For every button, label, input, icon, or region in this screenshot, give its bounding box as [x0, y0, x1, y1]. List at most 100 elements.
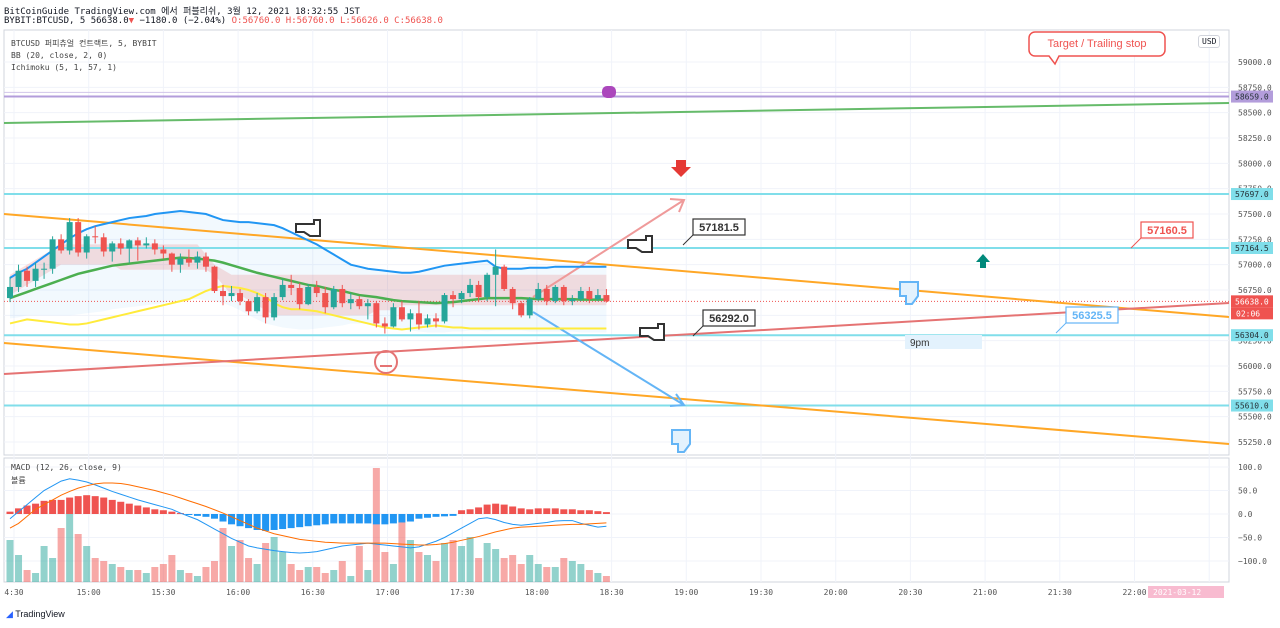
volume-bar: [577, 564, 585, 582]
macd-histogram-bar: [347, 514, 355, 524]
time-axis[interactable]: 4:30 15:00 15:30 16:00 16:30 17:00 17:30 18:00 1…: [4, 586, 1224, 598]
candle-body: [373, 303, 380, 324]
hand-down-icon: [899, 281, 919, 305]
volume-bar: [125, 570, 133, 582]
down-arrow-icon: ▼: [128, 16, 135, 26]
volume-bar: [100, 561, 108, 582]
legend-bb[interactable]: BB (20, close, 2, 0): [11, 51, 108, 60]
candle-body: [254, 297, 261, 312]
volume-bar: [449, 540, 457, 582]
macd-histogram-bar: [551, 508, 559, 514]
macd-histogram-bar: [108, 499, 116, 514]
candle-body: [381, 323, 388, 327]
candle-body: [330, 288, 337, 308]
legend-volume[interactable]: 볼륨: [11, 476, 26, 485]
price-note-57160-tail: [1130, 237, 1142, 249]
volume-bar: [304, 567, 312, 582]
candle-body: [160, 249, 167, 254]
volume-bar: [483, 543, 491, 582]
candle-body: [66, 222, 73, 251]
candle-body: [245, 301, 252, 312]
macd-pane-frame: [3, 457, 1230, 583]
macd-histogram-bar: [458, 510, 466, 514]
candle-body: [415, 313, 422, 325]
ohlc-values: O:56760.0 H:56760.0 L:56626.0 C:56638.0: [231, 16, 443, 26]
macd-histogram-bar: [23, 505, 31, 514]
macd-histogram-bar: [398, 514, 406, 523]
symbol-name[interactable]: BYBIT:BTCUSD, 5: [4, 16, 86, 26]
macd-histogram-bar: [602, 512, 610, 514]
macd-histogram-bar: [125, 503, 133, 514]
price-note-57181-text: 57181.5: [699, 222, 739, 234]
macd-histogram-bar: [142, 507, 150, 514]
macd-histogram-bar: [6, 511, 14, 514]
price-tick-label: 56750.0: [1238, 286, 1272, 295]
candle-body: [509, 288, 516, 304]
price-axis[interactable]: 55250.055500.055750.056000.056250.056500…: [1231, 58, 1273, 447]
macd-tick-label: 0.0: [1238, 510, 1253, 519]
macd-histogram-bar: [134, 505, 142, 514]
candle-body: [271, 297, 278, 318]
volume-bar: [15, 555, 23, 582]
volume-bar: [517, 564, 525, 582]
volume-bar: [475, 558, 483, 582]
green-trendline: [3, 102, 1230, 124]
callout-text: Target / Trailing stop: [1047, 38, 1146, 50]
volume-bar: [253, 564, 261, 582]
symbol-ohlc-line: BYBIT:BTCUSD, 5 56638.0▼ −1180.0 (−2.04%…: [4, 16, 443, 26]
volume-bar: [355, 546, 363, 582]
price-marker: [1231, 90, 1273, 103]
price-marker-label: 57164.5: [1235, 244, 1269, 253]
last-price: 56638.0: [90, 16, 129, 26]
legend-symbol[interactable]: BTCUSD 퍼피츄얼 컨트랙트, 5, BYBIT: [11, 39, 157, 48]
macd-histogram-bar: [483, 504, 491, 514]
macd-histogram-bar: [313, 514, 321, 526]
currency-badge[interactable]: USD: [1198, 35, 1221, 48]
macd-histogram-bar: [500, 504, 508, 514]
macd-histogram-bar: [57, 499, 65, 514]
volume-bar: [151, 567, 159, 582]
volume-bar: [296, 570, 304, 582]
macd-histogram-bar: [560, 509, 568, 514]
cat-emoji-icon: [602, 86, 616, 98]
volume-bar: [202, 567, 210, 582]
candle-body: [577, 291, 584, 300]
time-tick-label: 18:00: [525, 588, 549, 597]
pointing-hand-icon-2: [627, 235, 653, 253]
time-note-text: 9pm: [910, 338, 929, 349]
macd-histogram-bar: [228, 514, 236, 525]
candle-body: [398, 307, 405, 320]
time-tick-label: 17:30: [450, 588, 474, 597]
ichimoku-cloud-area: [10, 244, 607, 316]
candle-body: [134, 240, 141, 246]
candle-body: [296, 287, 303, 305]
volume-bar: [117, 567, 125, 582]
face-emoji-icon: [374, 350, 398, 374]
publish-info: BitCoinGuide TradingView.com 에서 퍼블리쉬, 3월…: [4, 7, 360, 17]
price-marker-label: 57697.0: [1235, 190, 1269, 199]
time-tick-label: 21:30: [1048, 588, 1072, 597]
candle-body: [356, 299, 363, 307]
candle-body: [15, 270, 22, 287]
candle-body: [143, 243, 150, 246]
candle-body: [484, 274, 491, 298]
date-marker: [1148, 586, 1224, 598]
volume-bar: [159, 564, 167, 582]
volume-bar: [168, 555, 176, 582]
macd-histogram-bar: [193, 514, 201, 516]
price-tick-label: 58500.0: [1238, 109, 1272, 118]
legend-macd[interactable]: MACD (12, 26, close, 9): [11, 463, 122, 472]
candle-body: [543, 288, 550, 302]
volume-bar: [432, 561, 440, 582]
price-note-56292-tail: [692, 325, 704, 337]
time-tick-label: 20:00: [824, 588, 848, 597]
legend-ichimoku[interactable]: Ichimoku (5, 1, 57, 1): [11, 63, 117, 72]
candle-body: [552, 286, 559, 302]
macd-signal-line: [9, 482, 607, 546]
time-note-box: [905, 335, 982, 349]
candle-body: [24, 270, 31, 281]
macd-histogram-bar: [475, 507, 483, 514]
time-tick-label: 16:30: [301, 588, 325, 597]
macd-histogram-bar: [202, 514, 210, 517]
